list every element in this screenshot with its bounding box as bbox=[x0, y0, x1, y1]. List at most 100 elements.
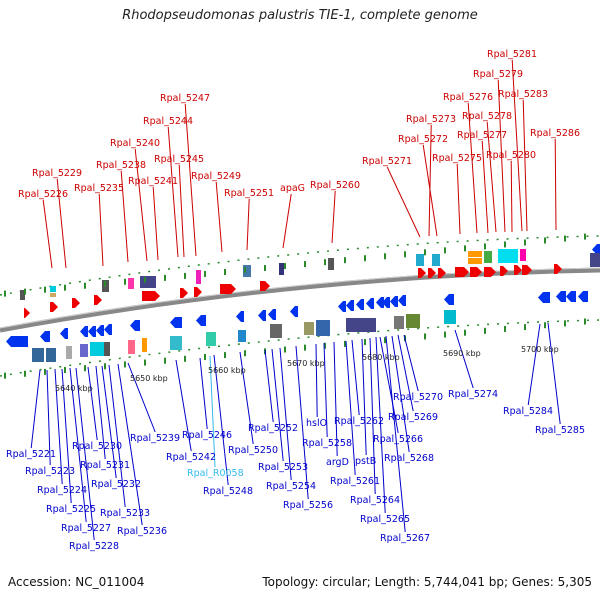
forward-gene-arrow[interactable] bbox=[418, 268, 426, 278]
gene-label-rpal-5276[interactable]: Rpal_5276 bbox=[443, 92, 493, 103]
gene-label-rpal-5233[interactable]: Rpal_5233 bbox=[100, 508, 150, 519]
gene-feature-box[interactable] bbox=[484, 251, 492, 263]
gene-label-rpal-5228[interactable]: Rpal_5228 bbox=[69, 541, 119, 552]
gene-label-rpal-5268[interactable]: Rpal_5268 bbox=[384, 453, 434, 464]
gene-feature-box[interactable] bbox=[346, 318, 376, 332]
gene-label-rpal-5254[interactable]: Rpal_5254 bbox=[266, 481, 316, 492]
gene-feature-box[interactable] bbox=[444, 310, 456, 324]
gene-label-rpal-5251[interactable]: Rpal_5251 bbox=[224, 188, 274, 199]
gene-label-rpal-5223[interactable]: Rpal_5223 bbox=[25, 466, 75, 477]
reverse-gene-arrow[interactable] bbox=[40, 331, 50, 342]
gene-label-rpal-5239[interactable]: Rpal_5239 bbox=[130, 433, 180, 444]
gene-feature-box[interactable] bbox=[140, 276, 156, 288]
forward-gene-arrow[interactable] bbox=[455, 267, 469, 277]
gene-label-hslo[interactable]: hslO bbox=[306, 418, 327, 429]
gene-feature-box[interactable] bbox=[468, 251, 482, 257]
reverse-gene-arrow[interactable] bbox=[538, 292, 550, 303]
gene-feature-box[interactable] bbox=[279, 263, 284, 275]
forward-gene-arrow[interactable] bbox=[500, 266, 508, 276]
gene-label-rpal-5231[interactable]: Rpal_5231 bbox=[80, 460, 130, 471]
gene-feature-box[interactable] bbox=[304, 322, 314, 335]
gene-feature-box[interactable] bbox=[46, 348, 56, 362]
gene-label-rpal-5249[interactable]: Rpal_5249 bbox=[191, 171, 241, 182]
reverse-gene-arrow[interactable] bbox=[346, 300, 354, 311]
gene-label-rpal-5248[interactable]: Rpal_5248 bbox=[203, 486, 253, 497]
gene-feature-box[interactable] bbox=[196, 270, 201, 284]
forward-gene-arrow[interactable] bbox=[180, 288, 188, 298]
gene-feature-box[interactable] bbox=[468, 258, 482, 264]
forward-gene-arrow[interactable] bbox=[438, 268, 446, 278]
gene-label-rpal-5232[interactable]: Rpal_5232 bbox=[91, 479, 141, 490]
gene-feature-box[interactable] bbox=[432, 254, 440, 266]
gene-feature-box[interactable] bbox=[328, 258, 334, 270]
gene-label-rpal-5221[interactable]: Rpal_5221 bbox=[6, 449, 56, 460]
gene-label-rpal-5227[interactable]: Rpal_5227 bbox=[61, 523, 111, 534]
reverse-gene-arrow[interactable] bbox=[290, 306, 298, 317]
gene-label-rpal-5244[interactable]: Rpal_5244 bbox=[143, 116, 193, 127]
gene-label-rpal-5277[interactable]: Rpal_5277 bbox=[457, 130, 507, 141]
gene-label-rpal-5285[interactable]: Rpal_5285 bbox=[535, 425, 585, 436]
gene-label-rpal-5270[interactable]: Rpal_5270 bbox=[393, 392, 443, 403]
reverse-gene-arrow[interactable] bbox=[398, 295, 406, 306]
gene-label-rpal-5256[interactable]: Rpal_5256 bbox=[283, 500, 333, 511]
gene-label-rpal-5261[interactable]: Rpal_5261 bbox=[330, 476, 380, 487]
forward-gene-arrow[interactable] bbox=[522, 265, 532, 275]
reverse-gene-arrow[interactable] bbox=[258, 310, 266, 321]
forward-gene-arrow[interactable] bbox=[142, 291, 160, 301]
gene-label-rpal-5274[interactable]: Rpal_5274 bbox=[448, 389, 498, 400]
gene-label-rpal-5242[interactable]: Rpal_5242 bbox=[166, 452, 216, 463]
gene-label-rpal-5267[interactable]: Rpal_5267 bbox=[380, 533, 430, 544]
gene-label-rpal-5260[interactable]: Rpal_5260 bbox=[310, 180, 360, 191]
reverse-gene-arrow[interactable] bbox=[236, 311, 244, 322]
reverse-gene-arrow[interactable] bbox=[444, 294, 454, 305]
gene-label-pstb[interactable]: pstB bbox=[355, 456, 376, 467]
gene-label-rpal-5265[interactable]: Rpal_5265 bbox=[360, 514, 410, 525]
reverse-gene-arrow[interactable] bbox=[60, 328, 68, 339]
forward-gene-arrow[interactable] bbox=[220, 284, 236, 294]
reverse-gene-arrow[interactable] bbox=[578, 291, 588, 302]
gene-feature-box[interactable] bbox=[142, 338, 147, 352]
gene-label-rpal-5275[interactable]: Rpal_5275 bbox=[432, 153, 482, 164]
gene-label-rpal-5226[interactable]: Rpal_5226 bbox=[18, 189, 68, 200]
gene-feature-box[interactable] bbox=[520, 249, 526, 261]
reverse-gene-arrow[interactable] bbox=[566, 291, 576, 302]
forward-gene-arrow[interactable] bbox=[194, 287, 202, 297]
gene-label-rpal-5280[interactable]: Rpal_5280 bbox=[486, 150, 536, 161]
gene-label-rpal-5273[interactable]: Rpal_5273 bbox=[406, 114, 456, 125]
reverse-gene-arrow[interactable] bbox=[170, 317, 182, 328]
gene-label-rpal-5240[interactable]: Rpal_5240 bbox=[110, 138, 160, 149]
reverse-gene-arrow[interactable] bbox=[376, 297, 384, 308]
gene-feature-box[interactable] bbox=[406, 314, 420, 328]
gene-label-rpal-5247[interactable]: Rpal_5247 bbox=[160, 93, 210, 104]
gene-label-rpal-5281[interactable]: Rpal_5281 bbox=[487, 49, 537, 60]
gene-feature-box[interactable] bbox=[20, 290, 25, 300]
gene-feature-box[interactable] bbox=[238, 330, 246, 342]
reverse-gene-arrow[interactable] bbox=[356, 299, 364, 310]
gene-feature-box[interactable] bbox=[90, 342, 104, 356]
gene-label-rpal-5279[interactable]: Rpal_5279 bbox=[473, 69, 523, 80]
gene-feature-box[interactable] bbox=[590, 253, 600, 267]
reverse-gene-arrow[interactable] bbox=[6, 336, 28, 347]
forward-gene-arrow[interactable] bbox=[470, 267, 482, 277]
forward-gene-arrow[interactable] bbox=[72, 298, 80, 308]
forward-gene-arrow[interactable] bbox=[94, 295, 102, 305]
gene-label-rpal-5229[interactable]: Rpal_5229 bbox=[32, 168, 82, 179]
reverse-gene-arrow[interactable] bbox=[96, 325, 104, 336]
reverse-gene-arrow[interactable] bbox=[104, 324, 112, 335]
gene-feature-box[interactable] bbox=[50, 293, 56, 297]
gene-label-rpal-5272[interactable]: Rpal_5272 bbox=[398, 134, 448, 145]
gene-label-rpal-5225[interactable]: Rpal_5225 bbox=[46, 504, 96, 515]
gene-label-rpal-r0058[interactable]: Rpal_R0058 bbox=[187, 468, 244, 479]
gene-label-rpal-5262[interactable]: Rpal_5262 bbox=[334, 416, 384, 427]
reverse-gene-arrow[interactable] bbox=[366, 298, 374, 309]
reverse-gene-arrow[interactable] bbox=[196, 315, 206, 326]
forward-gene-arrow[interactable] bbox=[514, 265, 522, 275]
gene-feature-box[interactable] bbox=[104, 342, 110, 356]
gene-feature-box[interactable] bbox=[206, 332, 216, 346]
gene-feature-box[interactable] bbox=[128, 340, 135, 354]
gene-label-rpal-5286[interactable]: Rpal_5286 bbox=[530, 128, 580, 139]
gene-label-rpal-5236[interactable]: Rpal_5236 bbox=[117, 526, 167, 537]
gene-feature-box[interactable] bbox=[270, 324, 282, 338]
reverse-gene-arrow[interactable] bbox=[88, 326, 96, 337]
reverse-gene-arrow[interactable] bbox=[130, 320, 140, 331]
